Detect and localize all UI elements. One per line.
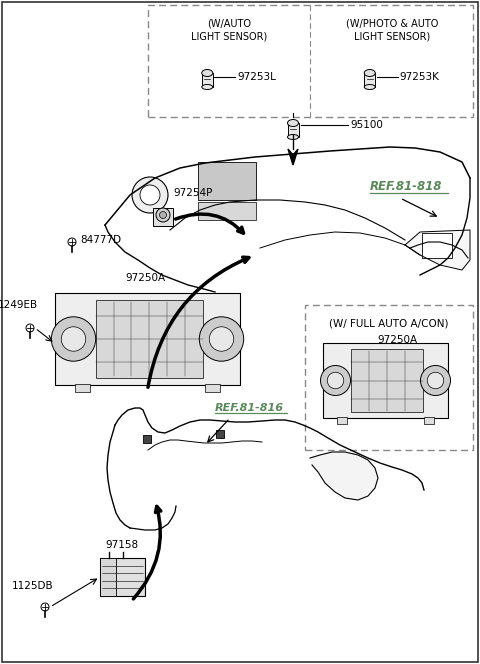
Text: (W/AUTO
LIGHT SENSOR): (W/AUTO LIGHT SENSOR)	[191, 19, 267, 41]
Text: 1125DB: 1125DB	[12, 581, 54, 591]
Bar	[153, 208, 173, 226]
Text: REF.81-816: REF.81-816	[215, 403, 284, 413]
Circle shape	[209, 327, 234, 351]
Bar	[216, 430, 224, 438]
Bar	[205, 384, 220, 392]
Circle shape	[321, 365, 350, 396]
Circle shape	[327, 373, 344, 388]
Bar	[148, 5, 473, 117]
Circle shape	[156, 208, 170, 222]
Ellipse shape	[202, 70, 213, 76]
Bar	[422, 233, 452, 258]
Bar	[100, 558, 116, 596]
Polygon shape	[310, 452, 378, 500]
Bar	[198, 162, 256, 200]
Bar	[100, 558, 145, 596]
Bar	[337, 417, 347, 424]
Bar	[96, 300, 203, 378]
Ellipse shape	[364, 84, 375, 90]
Ellipse shape	[202, 84, 213, 90]
Text: REF.81-818: REF.81-818	[370, 180, 443, 193]
Ellipse shape	[288, 135, 299, 139]
Text: 95100: 95100	[350, 120, 383, 130]
Bar	[305, 305, 473, 450]
Text: 97253K: 97253K	[400, 72, 440, 82]
Circle shape	[132, 177, 168, 213]
Bar	[143, 435, 151, 443]
Bar	[198, 202, 256, 220]
Ellipse shape	[288, 120, 299, 127]
Text: 84777D: 84777D	[80, 235, 121, 245]
Circle shape	[41, 603, 49, 611]
Text: (W/PHOTO & AUTO
LIGHT SENSOR): (W/PHOTO & AUTO LIGHT SENSOR)	[346, 19, 438, 41]
Circle shape	[51, 317, 96, 361]
Polygon shape	[288, 149, 298, 165]
Bar	[288, 123, 299, 137]
Circle shape	[159, 212, 167, 218]
Text: 1249EB: 1249EB	[0, 300, 38, 310]
Text: (W/ FULL AUTO A/CON): (W/ FULL AUTO A/CON)	[329, 319, 449, 329]
Text: 97250A: 97250A	[125, 273, 166, 283]
Circle shape	[427, 373, 444, 388]
Bar	[350, 349, 423, 412]
Circle shape	[61, 327, 86, 351]
Bar	[55, 293, 240, 385]
Bar	[323, 343, 448, 418]
Text: 97250A: 97250A	[377, 335, 418, 345]
Text: 97253L: 97253L	[237, 72, 276, 82]
Ellipse shape	[364, 70, 375, 76]
Bar	[424, 417, 434, 424]
Circle shape	[420, 365, 451, 396]
Circle shape	[26, 324, 34, 332]
Bar	[75, 384, 90, 392]
Text: 97158: 97158	[105, 540, 138, 550]
Polygon shape	[405, 230, 470, 270]
Circle shape	[140, 185, 160, 205]
Bar	[202, 73, 213, 87]
Circle shape	[68, 238, 76, 246]
Circle shape	[199, 317, 244, 361]
Text: 97254P: 97254P	[173, 188, 212, 198]
Bar	[364, 73, 375, 87]
